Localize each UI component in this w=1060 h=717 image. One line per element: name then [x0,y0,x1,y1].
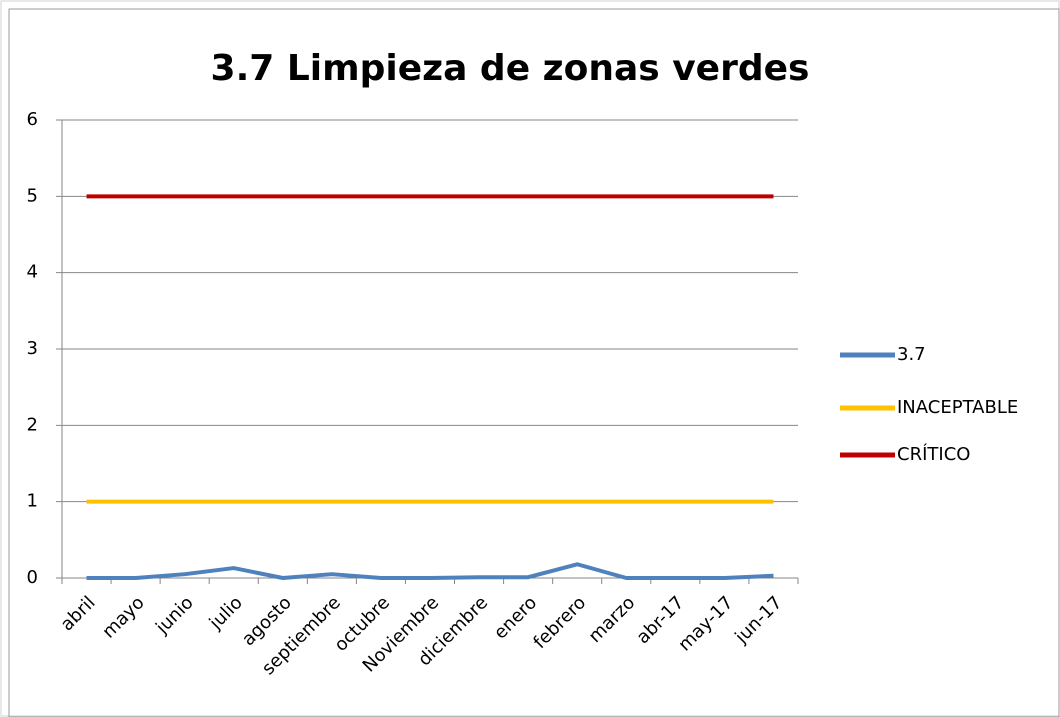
x-tick-label: marzo [585,592,640,647]
y-tick-label: 4 [27,262,38,283]
y-tick-label: 0 [27,567,38,588]
x-tick-label: julio [205,592,247,634]
x-tick-label: jun-17 [731,592,787,648]
x-tick-label: may-17 [674,592,737,655]
y-tick-label: 2 [27,414,38,435]
x-tick-label: mayo [98,592,148,642]
legend-label: CRÍTICO [897,443,970,465]
series-line [86,562,774,580]
y-tick-label: 5 [27,185,38,206]
y-tick-label: 3 [27,338,38,359]
y-tick-label: 1 [27,491,38,512]
chart-title: 3.7 Limpieza de zonas verdes [211,48,810,89]
y-tick-label: 6 [27,109,38,130]
legend-label: INACEPTABLE [897,397,1018,418]
x-tick-label: febrero [530,592,591,653]
x-tick-label: junio [151,592,198,639]
x-tick-label: abril [57,592,100,635]
legend-label: 3.7 [897,344,926,365]
chart-frame [8,8,1060,717]
